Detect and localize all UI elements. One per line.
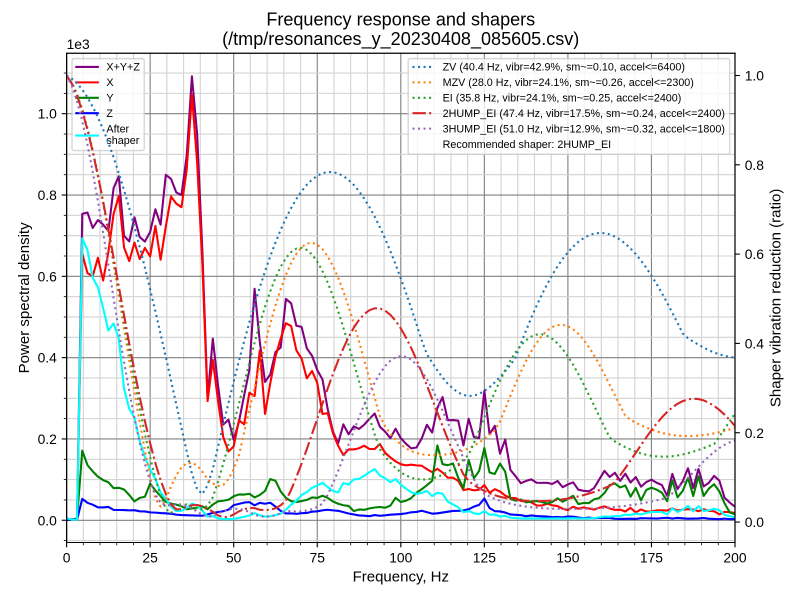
svg-text:0.6: 0.6 <box>38 268 58 284</box>
svg-text:0.8: 0.8 <box>745 157 765 173</box>
svg-text:Shaper vibration reduction (ra: Shaper vibration reduction (ratio) <box>767 189 784 407</box>
svg-text:200: 200 <box>723 549 746 565</box>
svg-text:0.0: 0.0 <box>745 514 765 530</box>
svg-text:75: 75 <box>310 549 326 565</box>
svg-text:125: 125 <box>473 549 496 565</box>
svg-text:Power spectral density: Power spectral density <box>16 222 33 373</box>
svg-text:0: 0 <box>63 549 71 565</box>
svg-text:175: 175 <box>640 549 663 565</box>
svg-text:50: 50 <box>226 549 242 565</box>
svg-text:Y: Y <box>106 93 113 105</box>
svg-text:EI (35.8 Hz, vibr=24.1%, sm~=0: EI (35.8 Hz, vibr=24.1%, sm~=0.25, accel… <box>443 93 682 105</box>
svg-text:Recommended shaper: 2HUMP_EI: Recommended shaper: 2HUMP_EI <box>443 139 612 151</box>
svg-text:0.4: 0.4 <box>38 350 58 366</box>
svg-text:1.0: 1.0 <box>38 106 58 122</box>
svg-text:25: 25 <box>142 549 158 565</box>
svg-text:0.8: 0.8 <box>38 187 58 203</box>
svg-text:shaper: shaper <box>106 135 139 147</box>
svg-text:0.2: 0.2 <box>38 431 58 447</box>
svg-text:3HUMP_EI (51.0 Hz, vibr=12.9%,: 3HUMP_EI (51.0 Hz, vibr=12.9%, sm~=0.32,… <box>443 123 725 135</box>
svg-text:X+Y+Z: X+Y+Z <box>106 62 140 74</box>
svg-text:0.4: 0.4 <box>745 335 765 351</box>
svg-text:1e3: 1e3 <box>67 36 90 52</box>
svg-text:ZV (40.4 Hz, vibr=42.9%, sm~=0: ZV (40.4 Hz, vibr=42.9%, sm~=0.10, accel… <box>443 62 685 74</box>
svg-text:After: After <box>106 123 129 135</box>
svg-text:MZV (28.0 Hz, vibr=24.1%, sm~=: MZV (28.0 Hz, vibr=24.1%, sm~=0.26, acce… <box>443 77 694 89</box>
svg-text:(/tmp/resonances_y_20230408_08: (/tmp/resonances_y_20230408_085605.csv) <box>222 29 579 50</box>
svg-text:100: 100 <box>389 549 412 565</box>
svg-text:0.2: 0.2 <box>745 425 765 441</box>
svg-text:150: 150 <box>556 549 579 565</box>
svg-text:1.0: 1.0 <box>745 68 765 84</box>
svg-text:Z: Z <box>106 108 113 120</box>
svg-text:Frequency, Hz: Frequency, Hz <box>353 569 449 586</box>
svg-text:0.6: 0.6 <box>745 246 765 262</box>
svg-text:0.0: 0.0 <box>38 512 58 528</box>
svg-text:Frequency response and shapers: Frequency response and shapers <box>266 9 535 29</box>
svg-text:X: X <box>106 77 113 89</box>
svg-text:2HUMP_EI (47.4 Hz, vibr=17.5%,: 2HUMP_EI (47.4 Hz, vibr=17.5%, sm~=0.24,… <box>443 108 725 120</box>
